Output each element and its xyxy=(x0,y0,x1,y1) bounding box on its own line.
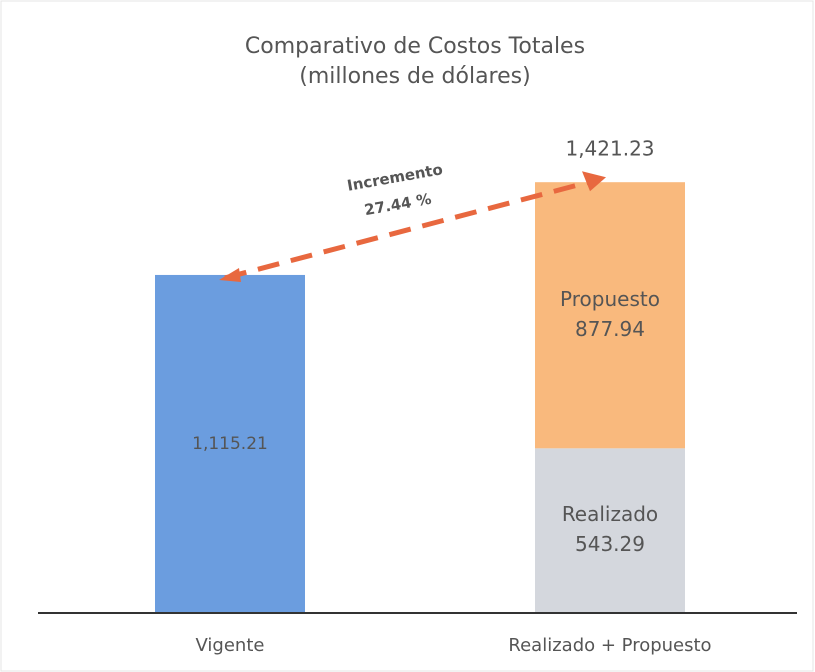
total-label: 1,421.23 xyxy=(565,137,654,161)
bar-segment xyxy=(535,182,685,449)
bar-segment xyxy=(155,274,305,613)
x-tick-label: Realizado + Propuesto xyxy=(508,635,711,656)
x-tick-label: Vigente xyxy=(196,635,265,656)
segment-name: Realizado xyxy=(562,502,658,526)
data-label: 1,115.21 xyxy=(192,434,268,454)
segment-name: Propuesto xyxy=(560,287,660,311)
data-label: 543.29 xyxy=(575,532,645,556)
data-label: 877.94 xyxy=(575,317,645,341)
arrow-tail xyxy=(219,267,241,282)
bar-segment xyxy=(535,448,685,613)
chart-subtitle: (millones de dólares) xyxy=(299,64,530,89)
chart-title: Comparativo de Costos Totales xyxy=(245,34,585,59)
increment-arrow xyxy=(224,176,601,281)
arrow-head xyxy=(582,171,606,192)
